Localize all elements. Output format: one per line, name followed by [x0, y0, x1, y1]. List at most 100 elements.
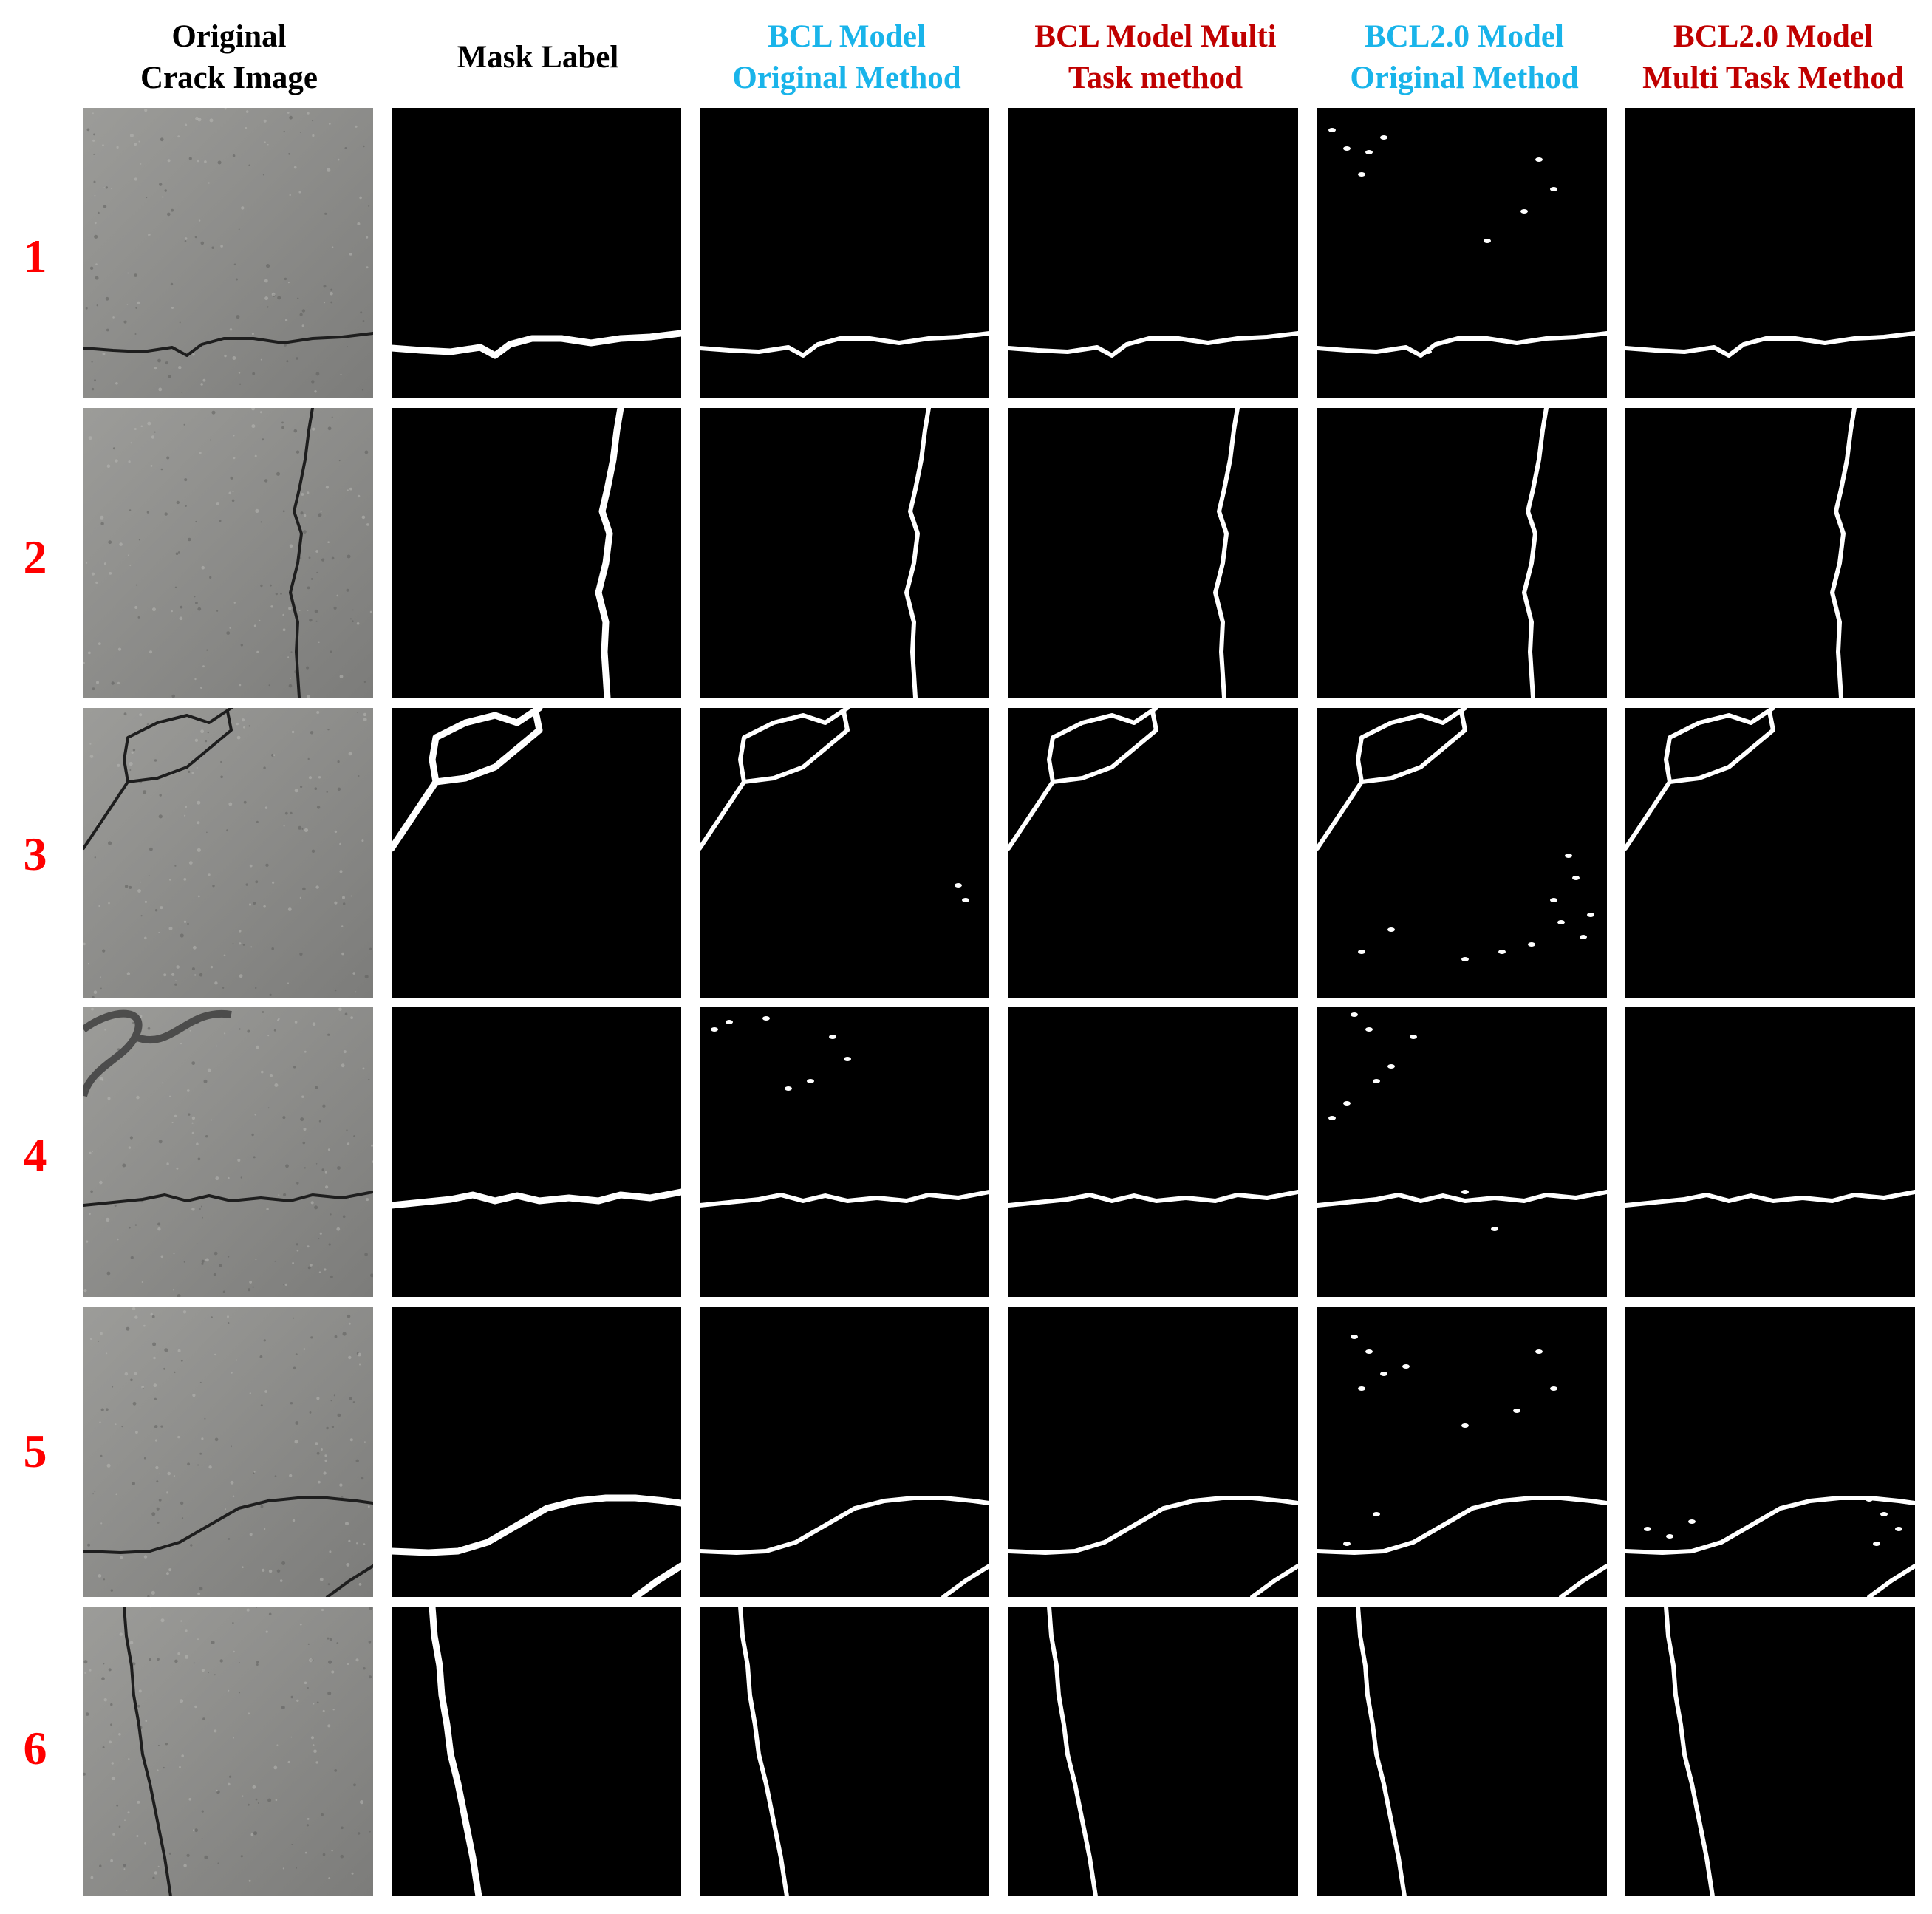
- crack-line: [1051, 709, 1158, 784]
- crack-line: [126, 710, 233, 783]
- noise-speck: [1666, 1534, 1673, 1539]
- noise-speck: [1550, 1386, 1557, 1391]
- crack-drawing: [1317, 708, 1594, 961]
- crack-mask-r3-c2: [392, 708, 681, 998]
- crack-line: [392, 1494, 681, 1556]
- crack-photo-r5-c1: [83, 1307, 373, 1597]
- noise-speck: [1880, 1512, 1888, 1516]
- crack-mask-r5-c4: [1008, 1307, 1298, 1597]
- noise-speck: [1587, 913, 1594, 917]
- noise-speck: [1644, 1527, 1651, 1531]
- crack-line: [1008, 1190, 1298, 1208]
- noise-speck: [1513, 1409, 1520, 1413]
- row-label-2: 2: [23, 531, 47, 583]
- crack-drawing: [83, 408, 373, 698]
- noise-speck: [1343, 1101, 1351, 1106]
- crack-line: [1317, 1190, 1607, 1208]
- crack-line: [392, 1188, 681, 1209]
- noise-speck: [1387, 1064, 1395, 1069]
- noise-speck: [1498, 950, 1506, 954]
- crack-drawing: [700, 1016, 989, 1208]
- noise-speck: [1351, 1012, 1358, 1017]
- column-header-mask-label: Mask Label: [457, 40, 619, 75]
- noise-speck: [1580, 935, 1587, 939]
- concrete-surface: [83, 108, 373, 398]
- crack-mask-r3-c5: [1317, 708, 1607, 998]
- noise-speck: [844, 1057, 851, 1061]
- noise-speck: [1895, 1527, 1902, 1531]
- noise-speck: [1550, 187, 1557, 191]
- crack-mask-r1-c4: [1008, 108, 1298, 398]
- noise-speck: [1866, 1497, 1873, 1502]
- noise-speck: [1328, 1116, 1336, 1120]
- crack-drawing: [1317, 1012, 1607, 1231]
- crack-mask-r3-c4: [1008, 708, 1298, 998]
- crack-mask-r4-c4: [1008, 1007, 1298, 1297]
- crack-line: [738, 1607, 789, 1896]
- noise-speck: [955, 883, 962, 888]
- crack-drawing: [700, 331, 989, 358]
- crack-line: [392, 330, 681, 359]
- noise-speck: [1380, 1372, 1387, 1376]
- crack-mask-r3-c3: [700, 708, 989, 998]
- noise-speck: [1365, 1349, 1373, 1354]
- noise-speck: [1461, 1423, 1469, 1428]
- noise-speck: [1461, 957, 1469, 961]
- noise-speck: [1528, 942, 1535, 947]
- crack-mask-r4-c5: [1317, 1007, 1607, 1297]
- crack-mask-r6-c2: [392, 1607, 681, 1896]
- noise-speck: [762, 1016, 770, 1021]
- crack-drawing: [83, 108, 373, 398]
- noise-speck: [1343, 146, 1351, 151]
- crack-line: [700, 1190, 989, 1208]
- crack-mask-r3-c6: [1625, 708, 1915, 998]
- noise-speck: [1358, 1386, 1365, 1391]
- crack-drawing: [1008, 1190, 1298, 1208]
- crack-mask-r4-c3: [700, 1007, 989, 1297]
- noise-speck: [1351, 1335, 1358, 1339]
- crack-line: [83, 1191, 373, 1207]
- noise-speck: [1550, 898, 1557, 902]
- crack-line: [595, 408, 624, 698]
- crack-drawing: [392, 1494, 681, 1597]
- crack-line: [1668, 709, 1775, 784]
- crack-line: [1250, 1564, 1298, 1597]
- crack-line: [1356, 1607, 1407, 1896]
- crack-line: [1317, 708, 1467, 851]
- noise-speck: [1358, 172, 1365, 177]
- crack-mask-r2-c3: [700, 408, 989, 698]
- crack-line: [1664, 1607, 1715, 1896]
- crack-mask-r2-c2: [392, 408, 681, 698]
- crack-mask-r6-c3: [700, 1607, 989, 1896]
- crack-drawing: [392, 1188, 681, 1209]
- crack-line: [1008, 1496, 1298, 1555]
- crack-line: [742, 709, 850, 784]
- crack-line: [700, 708, 850, 851]
- crack-drawing: [904, 408, 931, 698]
- crack-mask-r6-c5: [1317, 1607, 1607, 1896]
- noise-speck: [1572, 876, 1580, 880]
- marker-scribble: [83, 1009, 232, 1097]
- crack-mask-r2-c5: [1317, 408, 1607, 698]
- crack-line: [1625, 331, 1915, 358]
- crack-line: [432, 708, 543, 786]
- row-label-1: 1: [23, 230, 47, 282]
- crack-line: [392, 708, 543, 852]
- crack-line: [83, 1496, 373, 1554]
- noise-speck: [1491, 1227, 1498, 1231]
- crack-photo-r2-c1: [83, 408, 373, 698]
- crack-mask-r1-c6: [1625, 108, 1915, 398]
- crack-mask-r5-c5: [1317, 1307, 1607, 1597]
- noise-speck: [1873, 1542, 1880, 1546]
- row-label-4: 4: [23, 1128, 47, 1181]
- column-header-bcl-original: BCL Model Original Method: [732, 19, 961, 95]
- crack-drawing: [83, 1607, 373, 1896]
- column-header-bcl-multi-task: BCL Model Multi Task method: [1034, 19, 1277, 95]
- crack-mask-r2-c6: [1625, 408, 1915, 698]
- concrete-surface: [83, 1307, 373, 1597]
- crack-drawing: [392, 330, 681, 359]
- crack-line: [1317, 331, 1607, 358]
- crack-drawing: [1317, 1335, 1607, 1597]
- crack-drawing: [1008, 708, 1158, 851]
- crack-mask-r2-c4: [1008, 408, 1298, 698]
